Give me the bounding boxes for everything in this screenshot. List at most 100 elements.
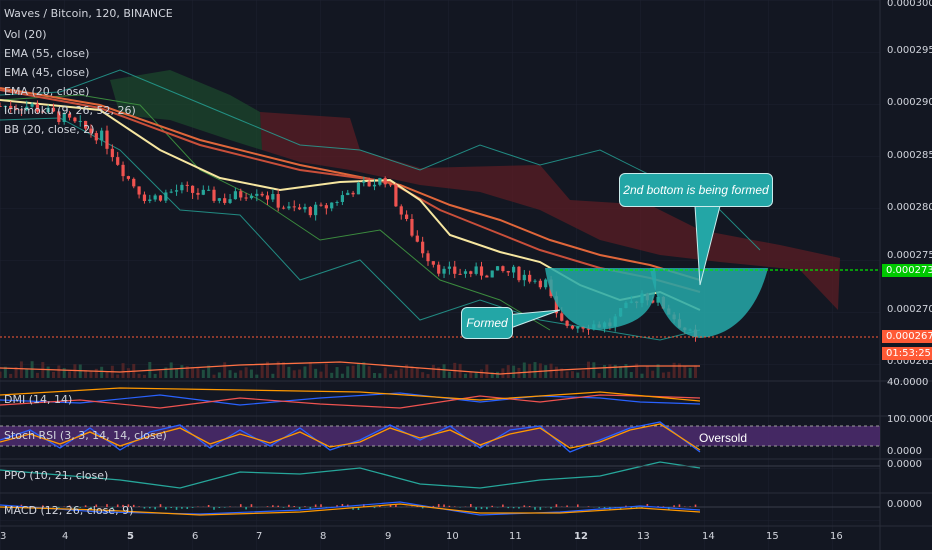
candle-body bbox=[576, 326, 580, 329]
volume-bar bbox=[142, 374, 146, 378]
volume-bar bbox=[287, 366, 291, 378]
candle-body bbox=[335, 201, 339, 203]
volume-ma-line bbox=[0, 361, 700, 375]
volume-bar bbox=[490, 372, 494, 378]
macd-bar bbox=[58, 507, 60, 508]
ichimoku-cloud-red bbox=[260, 112, 840, 310]
candle-body bbox=[560, 313, 564, 321]
volume-bar bbox=[89, 371, 93, 378]
volume-bar bbox=[677, 363, 681, 378]
macd-bar bbox=[528, 506, 531, 507]
indicator-ema20-label[interactable]: EMA (20, close) bbox=[4, 85, 90, 98]
candle-body bbox=[25, 106, 29, 111]
candle-body bbox=[158, 195, 163, 201]
macd-bar bbox=[42, 505, 44, 507]
macd-axis-label: 0.0000 bbox=[887, 499, 922, 510]
volume-bar bbox=[3, 366, 7, 378]
volume-bar bbox=[597, 373, 601, 378]
candle-body bbox=[255, 193, 259, 196]
candle-body bbox=[212, 189, 216, 201]
volume-bar bbox=[159, 370, 162, 378]
volume-bar bbox=[496, 371, 500, 378]
volume-bar bbox=[105, 371, 109, 378]
volume-bar bbox=[394, 370, 398, 378]
macd-bar bbox=[84, 505, 87, 507]
candle-body bbox=[415, 235, 419, 242]
volume-bar bbox=[474, 371, 478, 378]
macd-bar bbox=[657, 506, 659, 507]
time-axis-label: 16 bbox=[830, 531, 843, 542]
volume-bar bbox=[255, 374, 259, 378]
volume-bar bbox=[0, 371, 2, 378]
macd-line bbox=[0, 501, 701, 516]
stoch-label[interactable]: Stoch RSI (3, 3, 14, 14, close) bbox=[4, 429, 167, 442]
macd-bar bbox=[122, 504, 124, 507]
candle-body bbox=[137, 186, 141, 195]
macd-bar bbox=[239, 504, 242, 507]
macd-bar bbox=[587, 506, 590, 507]
time-axis-label: 10 bbox=[446, 531, 459, 542]
volume-bar bbox=[421, 372, 425, 378]
candle-body bbox=[41, 111, 45, 113]
volume-bar bbox=[303, 366, 307, 378]
cup-pattern bbox=[545, 268, 657, 330]
candle-body bbox=[164, 192, 168, 201]
macd-bar bbox=[432, 505, 435, 507]
volume-bar bbox=[153, 373, 157, 378]
volume-bar bbox=[533, 362, 537, 378]
second-bottom-callout[interactable]: 2nd bottom is being formed bbox=[619, 173, 773, 207]
volume-bar bbox=[25, 369, 29, 378]
macd-bar bbox=[74, 507, 76, 510]
volume-bar bbox=[314, 368, 318, 378]
candle-body bbox=[479, 266, 484, 276]
ppo-label[interactable]: PPO (10, 21, close) bbox=[4, 469, 109, 482]
macd-bar bbox=[662, 506, 665, 507]
volume-bar bbox=[233, 372, 237, 378]
volume-bar bbox=[688, 367, 692, 378]
current-price-tag: 0.0002736 bbox=[882, 264, 932, 277]
candle-body bbox=[399, 206, 403, 215]
symbol-title[interactable]: Waves / Bitcoin, 120, BINANCE bbox=[4, 7, 173, 20]
candle-body bbox=[265, 195, 270, 200]
macd-bar bbox=[154, 507, 156, 510]
candle-body bbox=[116, 157, 120, 165]
formed-callout[interactable]: Formed bbox=[461, 307, 513, 339]
volume-bar bbox=[442, 364, 446, 378]
candle-body bbox=[426, 253, 430, 262]
candle-body bbox=[340, 195, 344, 202]
time-axis-label: 6 bbox=[192, 531, 199, 542]
volume-bar bbox=[635, 363, 639, 378]
candle-body bbox=[84, 120, 88, 129]
macd-bar bbox=[106, 504, 108, 507]
indicator-bb-label[interactable]: BB (20, close, 2) bbox=[4, 123, 95, 136]
indicator-vol-label[interactable]: Vol (20) bbox=[4, 28, 47, 41]
candle-body bbox=[544, 279, 548, 288]
indicator-ema45-label[interactable]: EMA (45, close) bbox=[4, 66, 90, 79]
volume-bar bbox=[57, 365, 61, 378]
candle-body bbox=[463, 271, 468, 274]
candle-body bbox=[142, 194, 147, 202]
indicator-ema55-label[interactable]: EMA (55, close) bbox=[4, 47, 90, 60]
macd-bar bbox=[486, 507, 488, 510]
volume-bar bbox=[576, 372, 580, 378]
volume-bar bbox=[346, 366, 350, 378]
cup-pattern-2 bbox=[650, 268, 768, 338]
indicator-ichimoku-label[interactable]: Ichimoku (9, 26, 52, 26) bbox=[4, 104, 136, 117]
macd-bar bbox=[373, 507, 376, 509]
candle-body bbox=[185, 184, 189, 186]
macd-bar bbox=[159, 504, 162, 507]
macd-label[interactable]: MACD (12, 26, close, 9) bbox=[4, 504, 134, 517]
dmi-label[interactable]: DMI (14, 14) bbox=[4, 393, 73, 406]
candle-body bbox=[586, 328, 591, 330]
candle-body bbox=[388, 184, 393, 186]
time-axis-label: 4 bbox=[62, 531, 69, 542]
volume-bar bbox=[201, 369, 205, 378]
volume-bar bbox=[324, 363, 328, 378]
candle-body bbox=[9, 105, 13, 109]
macd-bar bbox=[186, 507, 189, 509]
volume-bar bbox=[362, 362, 366, 378]
